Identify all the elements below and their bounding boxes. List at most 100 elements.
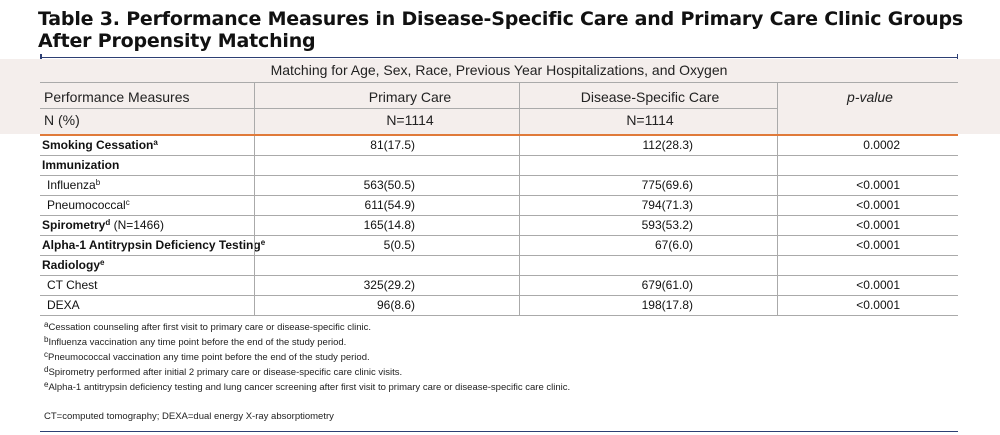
row-label: Influenzab — [47, 178, 101, 192]
pvalue-cell: <0.0001 — [856, 278, 900, 292]
header-accent-rule — [40, 134, 958, 136]
footnote-text: Pneumococcal vaccination any time point … — [48, 352, 370, 363]
table-row: Spirometryd (N=1466) 165(14.8) 593(53.2) <0… — [40, 216, 958, 236]
footnote-mark: c — [44, 350, 48, 359]
column-divider — [254, 176, 255, 195]
column-divider — [254, 196, 255, 215]
disease-specific-value: 112(28.3) — [642, 138, 693, 152]
row-label: Smoking Cessationa — [42, 138, 158, 152]
table-title: Table 3. Performance Measures in Disease… — [38, 8, 964, 52]
table-row: Pneumococcalc 611(54.9) 794(71.3) <0.0001 — [40, 196, 958, 216]
matching-subheader: Matching for Age, Sex, Race, Previous Ye… — [270, 62, 728, 78]
column-divider — [254, 276, 255, 295]
row-label: DEXA — [47, 298, 80, 312]
column-divider — [254, 156, 255, 175]
disease-specific-value: 198(17.8) — [641, 298, 693, 312]
footnote-marker: c — [125, 198, 130, 207]
footnote-text: Alpha-1 antitrypsin deficiency testing a… — [48, 382, 571, 393]
row-label-extra: (N=1466) — [110, 218, 164, 232]
footnote-mark: e — [44, 380, 49, 389]
footnote-marker: a — [153, 138, 158, 147]
footnote-text: Influenza vaccination any time point bef… — [48, 337, 347, 348]
table-row: Radiologye — [40, 256, 958, 276]
pvalue-cell: <0.0001 — [856, 238, 900, 252]
column-divider — [519, 216, 520, 235]
column-divider — [777, 216, 778, 235]
footnote-mark: d — [44, 365, 49, 374]
footnote: cPneumococcal vaccination any time point… — [44, 350, 370, 364]
col-header-measures: Performance Measures — [44, 89, 190, 105]
col-header-disease-specific: Disease-Specific Care — [580, 89, 720, 105]
primary-care-value: 5(0.5) — [383, 238, 415, 252]
primary-care-value: 325(29.2) — [363, 278, 415, 292]
pvalue-cell: <0.0001 — [856, 198, 900, 212]
column-divider — [777, 276, 778, 295]
column-divider — [777, 256, 778, 275]
abbreviations-note: CT=computed tomography; DEXA=dual energy… — [44, 411, 334, 422]
column-divider — [519, 236, 520, 255]
column-divider — [777, 176, 778, 195]
column-divider — [254, 136, 255, 155]
subheader-divider — [40, 82, 958, 83]
col-header-disease-specific-n: N=1114 — [626, 112, 674, 128]
primary-care-value: 96(8.6) — [376, 298, 415, 312]
footnote: bInfluenza vaccination any time point be… — [44, 335, 347, 349]
primary-care-value: 81(17.5) — [370, 138, 415, 152]
table-row: Influenzab 563(50.5) 775(69.6) <0.0001 — [40, 176, 958, 196]
primary-care-value: 165(14.8) — [363, 218, 415, 232]
column-divider — [777, 296, 778, 315]
footnote-mark: a — [44, 320, 49, 329]
footnote-text: Cessation counseling after first visit t… — [48, 322, 372, 333]
footnote: eAlpha-1 antitrypsin deficiency testing … — [44, 380, 571, 394]
table-row: CT Chest 325(29.2) 679(61.0) <0.0001 — [40, 276, 958, 296]
column-divider — [519, 136, 520, 155]
column-divider — [519, 256, 520, 275]
column-divider — [519, 176, 520, 195]
row-label: Spirometryd (N=1466) — [42, 218, 164, 232]
column-divider — [254, 256, 255, 275]
disease-specific-value: 775(69.6) — [641, 178, 693, 192]
disease-specific-value: 679(61.0) — [641, 278, 693, 292]
col-header-pvalue: p-value — [847, 89, 893, 105]
disease-specific-value: 593(53.2) — [641, 218, 693, 232]
column-divider — [254, 236, 255, 255]
primary-care-value: 611(54.9) — [364, 198, 415, 212]
disease-specific-value: 67(6.0) — [654, 238, 693, 252]
row-label: CT Chest — [47, 278, 98, 292]
header-row-divider — [40, 108, 777, 109]
pvalue-cell: <0.0001 — [856, 218, 900, 232]
footnote-text: Spirometry performed after initial 2 pri… — [48, 367, 403, 378]
row-label: Alpha-1 Antitrypsin Deficiency Testinge — [42, 238, 266, 252]
footnote-marker: d — [105, 218, 111, 227]
col-header-primary-care: Primary Care — [368, 89, 452, 105]
header-col-divider-3 — [777, 83, 778, 134]
footnote: aCessation counseling after first visit … — [44, 320, 372, 334]
column-divider — [254, 216, 255, 235]
table-row: Alpha-1 Antitrypsin Deficiency Testinge 5… — [40, 236, 958, 256]
column-divider — [254, 296, 255, 315]
footnote-marker: e — [100, 258, 105, 267]
column-divider — [519, 156, 520, 175]
footnote-marker: b — [95, 178, 101, 187]
footnote: dSpirometry performed after initial 2 pr… — [44, 365, 403, 379]
column-divider — [519, 296, 520, 315]
title-divider — [40, 54, 958, 62]
column-divider — [777, 236, 778, 255]
primary-care-value: 563(50.5) — [363, 178, 415, 192]
bottom-divider — [40, 431, 958, 432]
column-divider — [519, 196, 520, 215]
column-divider — [777, 196, 778, 215]
row-label: Pneumococcalc — [47, 198, 130, 212]
column-divider — [519, 276, 520, 295]
row-label: Immunization — [42, 158, 120, 172]
disease-specific-value: 794(71.3) — [641, 198, 693, 212]
footnote-mark: b — [44, 335, 49, 344]
col-header-n-pct: N (%) — [44, 112, 80, 128]
column-divider — [777, 156, 778, 175]
row-label: Radiologye — [42, 258, 105, 272]
column-divider — [777, 136, 778, 155]
table-header-band — [0, 59, 1000, 134]
pvalue-cell: <0.0001 — [856, 298, 900, 312]
col-header-primary-care-n: N=1114 — [386, 112, 434, 128]
table-row: DEXA 96(8.6) 198(17.8) <0.0001 — [40, 296, 958, 316]
